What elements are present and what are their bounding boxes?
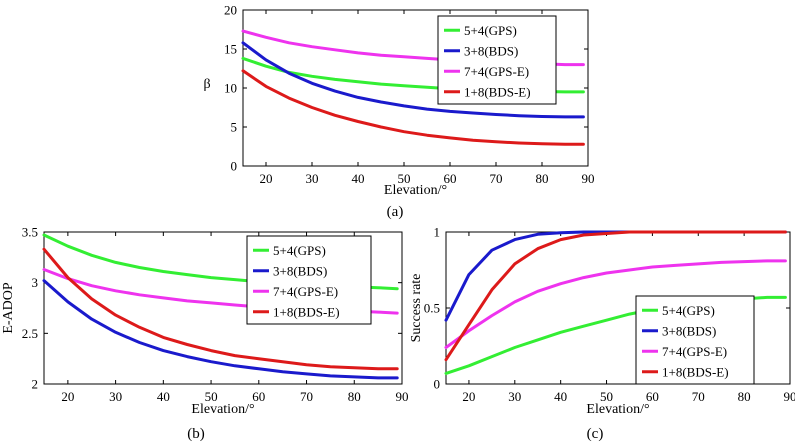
- x-tick-label: 50: [398, 171, 411, 186]
- y-axis-label: E-ADOP: [1, 282, 16, 334]
- x-tick-label: 50: [600, 389, 613, 404]
- legend-label: 5+4(GPS): [662, 303, 715, 318]
- panel-label: (c): [587, 426, 604, 442]
- x-tick-label: 90: [396, 389, 409, 404]
- x-tick-label: 60: [444, 171, 457, 186]
- panel-label: (b): [187, 426, 205, 442]
- x-tick-label: 30: [508, 389, 521, 404]
- legend-label: 1+8(BDS-E): [273, 304, 340, 319]
- panel-label: (a): [387, 204, 404, 220]
- x-tick-label: 90: [784, 389, 795, 404]
- y-axis-label: β: [203, 77, 210, 92]
- legend-label: 7+4(GPS-E): [662, 344, 727, 359]
- x-tick-label: 20: [260, 171, 273, 186]
- chart-a: 20 30 40 50 60 70 80 90 0 5 10 15 20 5+4(GPS) 3+8(BDS)…: [203, 3, 594, 221]
- x-tick-label: 30: [306, 171, 319, 186]
- y-tick-label: 20: [224, 3, 237, 18]
- x-tick-label: 70: [692, 389, 705, 404]
- y-tick-label: 3: [32, 275, 39, 290]
- legend-label: 1+8(BDS-E): [662, 364, 729, 379]
- legend-label: 5+4(GPS): [464, 23, 517, 38]
- x-tick-label: 70: [490, 171, 503, 186]
- y-tick-label: 2: [32, 377, 39, 392]
- x-axis-label: Elevation/°: [191, 402, 254, 417]
- legend-label: 1+8(BDS-E): [464, 84, 531, 99]
- x-tick-label: 30: [109, 389, 122, 404]
- legend-label: 7+4(GPS-E): [273, 284, 338, 299]
- axes-box: [43, 231, 403, 385]
- x-tick-label: 40: [157, 389, 170, 404]
- y-tick-label: 0.5: [424, 301, 440, 316]
- legend: 5+4(GPS) 3+8(BDS) 7+4(GPS-E) 1+8(BDS-E): [635, 295, 755, 385]
- legend-label: 7+4(GPS-E): [464, 64, 529, 79]
- legend-label: 3+8(BDS): [273, 263, 327, 278]
- x-tick-label: 80: [536, 171, 549, 186]
- legend: 5+4(GPS) 3+8(BDS) 7+4(GPS-E) 1+8(BDS-E): [437, 15, 557, 105]
- x-tick-label: 20: [462, 389, 475, 404]
- x-tick-label: 70: [300, 389, 313, 404]
- series-line-1+8(BDS-E): [42, 247, 399, 371]
- y-axis-label: Success rate: [409, 274, 424, 343]
- legend-label: 5+4(GPS): [273, 243, 326, 258]
- x-tick-label: 40: [554, 389, 567, 404]
- x-tick-label: 80: [738, 389, 751, 404]
- chart-c: 20 30 40 50 60 70 80 90 0 0.5 1 5+4(GPS) 3+8(BDS) 7+4…: [409, 225, 795, 443]
- series-line-3+8(BDS): [241, 41, 585, 119]
- y-tick-label: 0: [434, 377, 441, 392]
- legend-label: 3+8(BDS): [662, 323, 716, 338]
- legend-label: 3+8(BDS): [464, 43, 518, 58]
- x-tick-label: 60: [252, 389, 265, 404]
- legend: 5+4(GPS) 3+8(BDS) 7+4(GPS-E) 1+8(BDS-E): [246, 235, 372, 325]
- y-tick-label: 2.5: [22, 326, 38, 341]
- x-tick-label: 60: [646, 389, 659, 404]
- series-line-1+8(BDS-E): [444, 230, 787, 362]
- x-tick-label: 50: [205, 389, 218, 404]
- series-line-1+8(BDS-E): [241, 69, 585, 146]
- series-line-7+4(GPS-E): [444, 259, 787, 349]
- x-tick-label: 90: [582, 171, 595, 186]
- x-axis-label: Elevation/°: [586, 402, 649, 417]
- x-tick-label: 40: [352, 171, 365, 186]
- y-tick-label: 15: [224, 42, 237, 57]
- x-axis-label: Elevation/°: [384, 183, 447, 198]
- y-tick-label: 5: [231, 120, 238, 135]
- y-tick-label: 1: [434, 225, 441, 240]
- y-tick-label: 0: [231, 159, 238, 174]
- x-tick-label: 80: [348, 389, 361, 404]
- y-tick-label: 10: [224, 81, 237, 96]
- y-tick-label: 3.5: [22, 225, 38, 240]
- chart-b: 20 30 40 50 60 70 80 90 2 2.5 3 3.5 5+4(GPS) 3+8(BDS)…: [1, 225, 409, 443]
- x-tick-label: 20: [61, 389, 74, 404]
- series-line-3+8(BDS): [42, 279, 399, 380]
